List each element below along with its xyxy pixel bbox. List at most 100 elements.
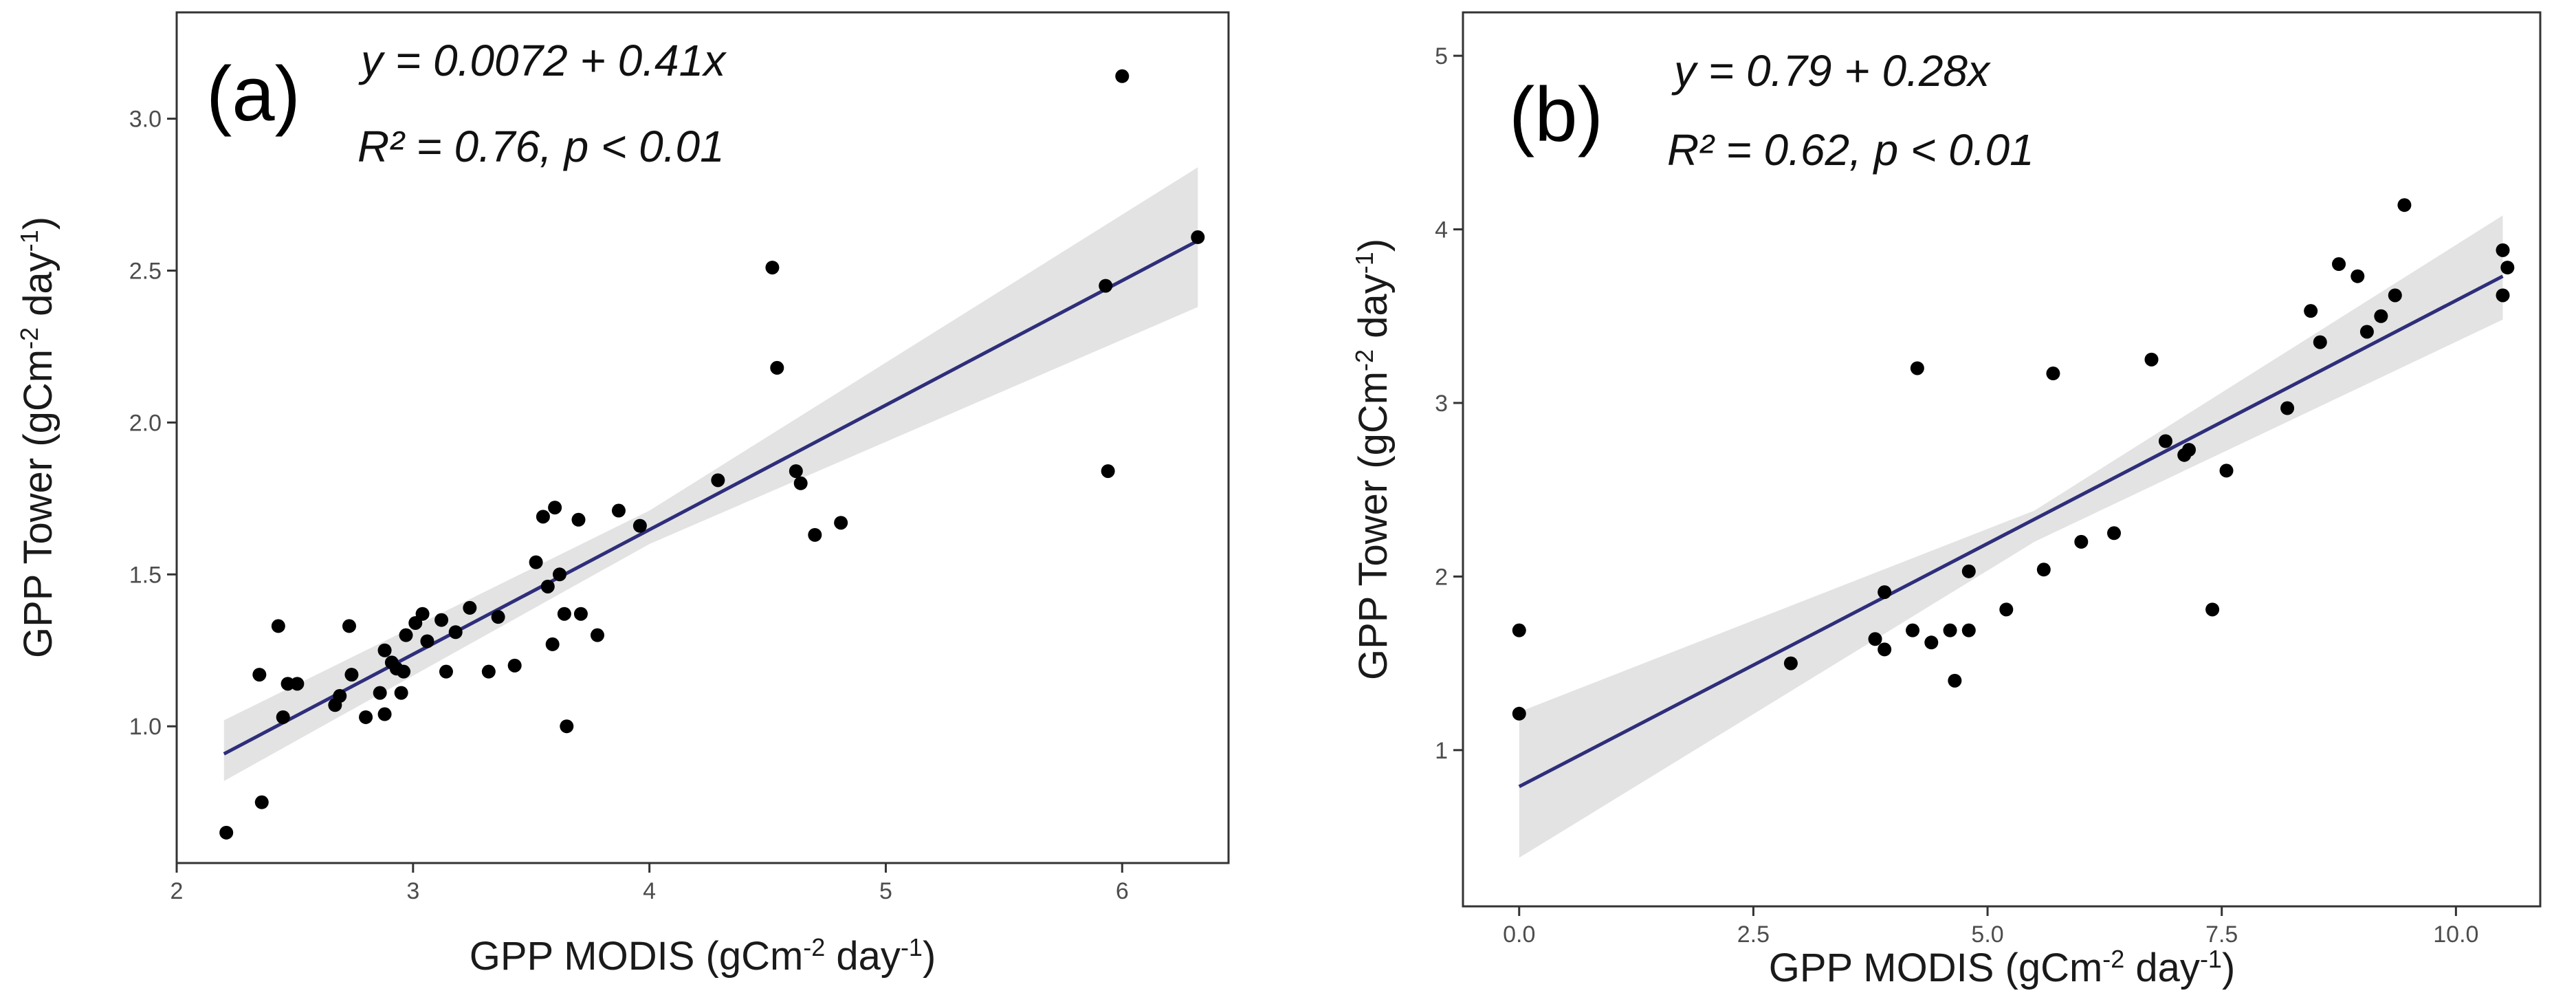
panel-b-confidence-band [1519,215,2503,858]
panel-a-data-point [276,710,290,724]
panel-a-stats: R² = 0.76, p < 0.01 [357,122,725,171]
panel-b-data-point [1512,706,1526,721]
panel-a-data-point [789,464,803,479]
panel-a-data-point [219,825,234,840]
panel-b-regression-line [1518,274,2504,789]
panel-a-data-point [545,637,560,651]
panel-b-data-point [1868,632,1882,646]
panel-b-x-tick-label: 7.5 [2205,921,2238,948]
panel-a-data-point [399,628,413,642]
panel-b-y-tick-label: 4 [1435,217,1448,243]
panel-b-y-tick-label: 5 [1435,43,1448,69]
panel-b-data-point [1961,564,1976,578]
panel-b-data-point [2351,269,2365,283]
panel-a-data-point [834,516,848,530]
panel-b-data-point [1961,623,1976,637]
panel-b-data-point [2374,309,2388,323]
panel-b-equation: y = 0.79 + 0.28x [1671,46,1991,96]
panel-b-data-point [1878,642,1892,657]
panel-b: 0.0 2.5 5.0 7.5 10.0 1 2 3 4 5 (b) y = 0.79 + 0.2… [1350,11,2542,990]
panel-a-data-point [573,607,588,621]
panel-a-data-point [394,686,408,700]
panel-a-data-point [333,689,347,703]
panel-b-data-point [2074,534,2089,549]
panel-a-data-point [448,625,463,640]
panel-a-data-point [1101,464,1115,479]
panel-a-data-point [439,664,453,679]
panel-b-data-point [2496,243,2510,257]
panel-b-data-point [1943,623,1957,637]
panel-a-data-point [560,719,574,734]
panel-b-y-axis-title: GPP Tower (gCm-2 day-1) [1350,239,1396,680]
panel-b-data-point [2219,463,2234,478]
panel-a-data-point [557,607,571,621]
panel-b-data-point [2182,443,2197,457]
panel-a-data-point [611,503,626,518]
panel-b-data-point [2205,602,2220,617]
panel-a-data-point [591,628,604,642]
panel-b-x-tick-label: 10.0 [2433,921,2478,948]
panel-b-stats: R² = 0.62, p < 0.01 [1667,125,2034,175]
panel-a-data-point [793,476,808,490]
panel-b-data-point [2397,198,2412,212]
panel-b-data-point [1924,635,1939,650]
panel-a-data-point [770,360,784,375]
panel-b-data-point [2158,434,2172,448]
panel-a-y-tick-label: 1.5 [129,562,162,588]
panel-a-x-tick-label: 6 [1116,878,1129,904]
panel-a-data-point [481,664,496,679]
panel-a-x-axis-title: GPP MODIS (gCm-2 day-1) [470,933,936,979]
panel-a-x-tick-label: 4 [643,878,656,904]
panel-b-data-point [1512,623,1526,637]
panel-a-data-point [1115,69,1130,83]
panel-a: 2 3 4 5 6 1.0 1.5 2.0 2.5 3.0 (a) y = 0.0072 + 0.… [15,11,1230,979]
panel-a-equation: y = 0.0072 + 0.41x [358,36,727,85]
panel-a-data-point [359,710,373,724]
panel-a-confidence-band [223,167,1198,781]
panel-b-data-point [1906,623,1920,637]
panel-a-data-point [434,613,449,627]
panel-b-x-tick-label: 5.0 [1971,921,2003,948]
panel-b-data-point [2046,367,2060,381]
panel-b-data-point [2144,352,2159,367]
panel-a-data-point [415,607,430,621]
panel-a-y-tick-label: 2.0 [129,410,162,436]
panel-a-y-tick-label: 2.5 [129,259,162,285]
panel-b-y-tick-label: 3 [1435,391,1448,417]
panel-a-data-point [548,501,562,515]
panel-a-data-point [540,579,555,593]
panel-b-data-point [2107,526,2122,541]
panel-a-data-point [1191,230,1205,244]
panel-a-data-point [342,619,356,633]
panel-a-data-point [529,555,543,569]
panel-b-data-point [2313,335,2327,349]
panel-a-data-point [571,512,586,527]
panel-a-label: (a) [206,51,300,137]
panel-b-data-point [2332,257,2346,272]
panel-a-regression-line [223,239,1199,756]
panel-a-data-point [507,658,522,673]
panel-a-y-tick-label: 1.0 [129,714,162,740]
panel-a-data-point [344,668,359,682]
panel-b-data-point [1910,361,1924,375]
panel-a-data-point [290,677,305,691]
panel-b-x-tick-label: 0.0 [1503,921,1535,948]
panel-b-data-point [2388,288,2402,303]
panel-b-y-tick-label: 2 [1435,564,1448,590]
panel-a-data-point [397,664,411,679]
panel-b-data-point [2500,261,2515,275]
panel-a-data-point [765,261,780,275]
panel-a-data-point [271,619,285,633]
panel-a-data-point [491,610,505,624]
panel-a-data-point [280,677,295,691]
panel-a-data-point [373,686,387,700]
panel-b-data-point [2280,401,2295,415]
panel-a-data-point [252,668,267,682]
panel-a-data-point [536,510,550,524]
panel-b-data-point [2036,563,2051,577]
panel-a-y-axis-title: GPP Tower (gCm-2 day-1) [15,217,61,658]
panel-a-data-point [377,643,392,657]
panel-b-data-point [1783,656,1798,670]
panel-b-data-point [2304,304,2318,318]
